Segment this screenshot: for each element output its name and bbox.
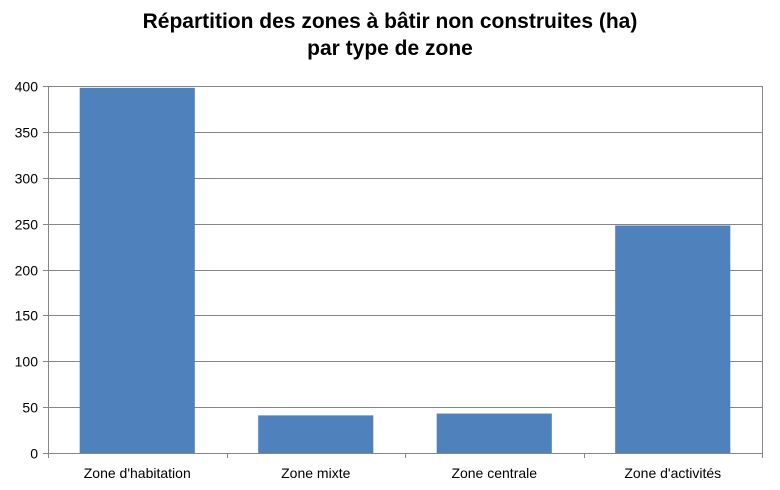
y-tick-label: 100 [15, 354, 39, 370]
x-tick-label: Zone centrale [451, 465, 537, 481]
x-tick-label: Zone d'activités [624, 465, 721, 481]
chart-title-line-2: par type de zone [307, 37, 473, 60]
y-tick-label: 150 [15, 308, 39, 324]
y-tick-label: 50 [22, 400, 38, 416]
y-tick-label: 200 [15, 263, 39, 279]
x-axis-tick-labels: Zone d'habitation Zone mixte Zone centrale… [84, 465, 721, 481]
bar-0 [79, 87, 195, 454]
y-tick-label: 400 [15, 79, 39, 95]
y-axis-tick-labels: 0 50 100 150 200 250 300 350 400 [15, 79, 39, 462]
x-tick-label: Zone mixte [281, 465, 350, 481]
x-tick-label: Zone d'habitation [84, 465, 191, 481]
bar-2 [436, 413, 552, 453]
chart-title: Répartition des zones à bâtir non constr… [0, 8, 780, 62]
y-tick-label: 250 [15, 217, 39, 233]
y-tick-label: 0 [30, 446, 38, 462]
chart-title-line-1: Répartition des zones à bâtir non constr… [142, 10, 638, 33]
bars [79, 87, 731, 454]
axes [43, 86, 763, 458]
y-tick-label: 350 [15, 125, 39, 141]
y-tick-label: 300 [15, 171, 39, 187]
bar-1 [258, 415, 374, 453]
bar-3 [615, 225, 731, 453]
